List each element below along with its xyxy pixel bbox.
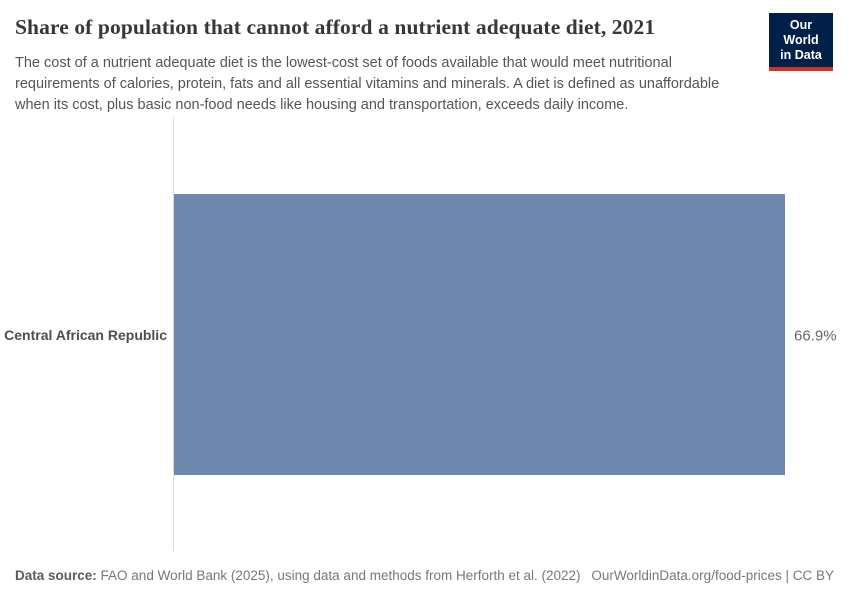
chart-footer: Data source: FAO and World Bank (2025), …: [15, 568, 834, 583]
chart-title: Share of population that cannot afford a…: [15, 15, 656, 39]
chart-subtitle: The cost of a nutrient adequate diet is …: [15, 55, 720, 113]
data-source-label: Data source:: [15, 568, 97, 583]
chart-plot-area: Central African Republic 66.9%: [0, 117, 850, 555]
bar-central-african-republic[interactable]: [174, 194, 785, 475]
y-axis-line: [173, 117, 174, 551]
owid-logo-line2: in Data: [780, 48, 822, 62]
data-source-note: Data source: FAO and World Bank (2025), …: [15, 568, 581, 583]
attribution-link[interactable]: OurWorldinData.org/food-prices | CC BY: [591, 568, 834, 583]
owid-logo-line1: Our World: [783, 18, 819, 47]
data-source-text: FAO and World Bank (2025), using data an…: [100, 568, 581, 583]
value-label: 66.9%: [794, 327, 837, 345]
owid-logo[interactable]: Our World in Data: [769, 13, 833, 71]
entity-label: Central African Republic: [4, 327, 167, 343]
